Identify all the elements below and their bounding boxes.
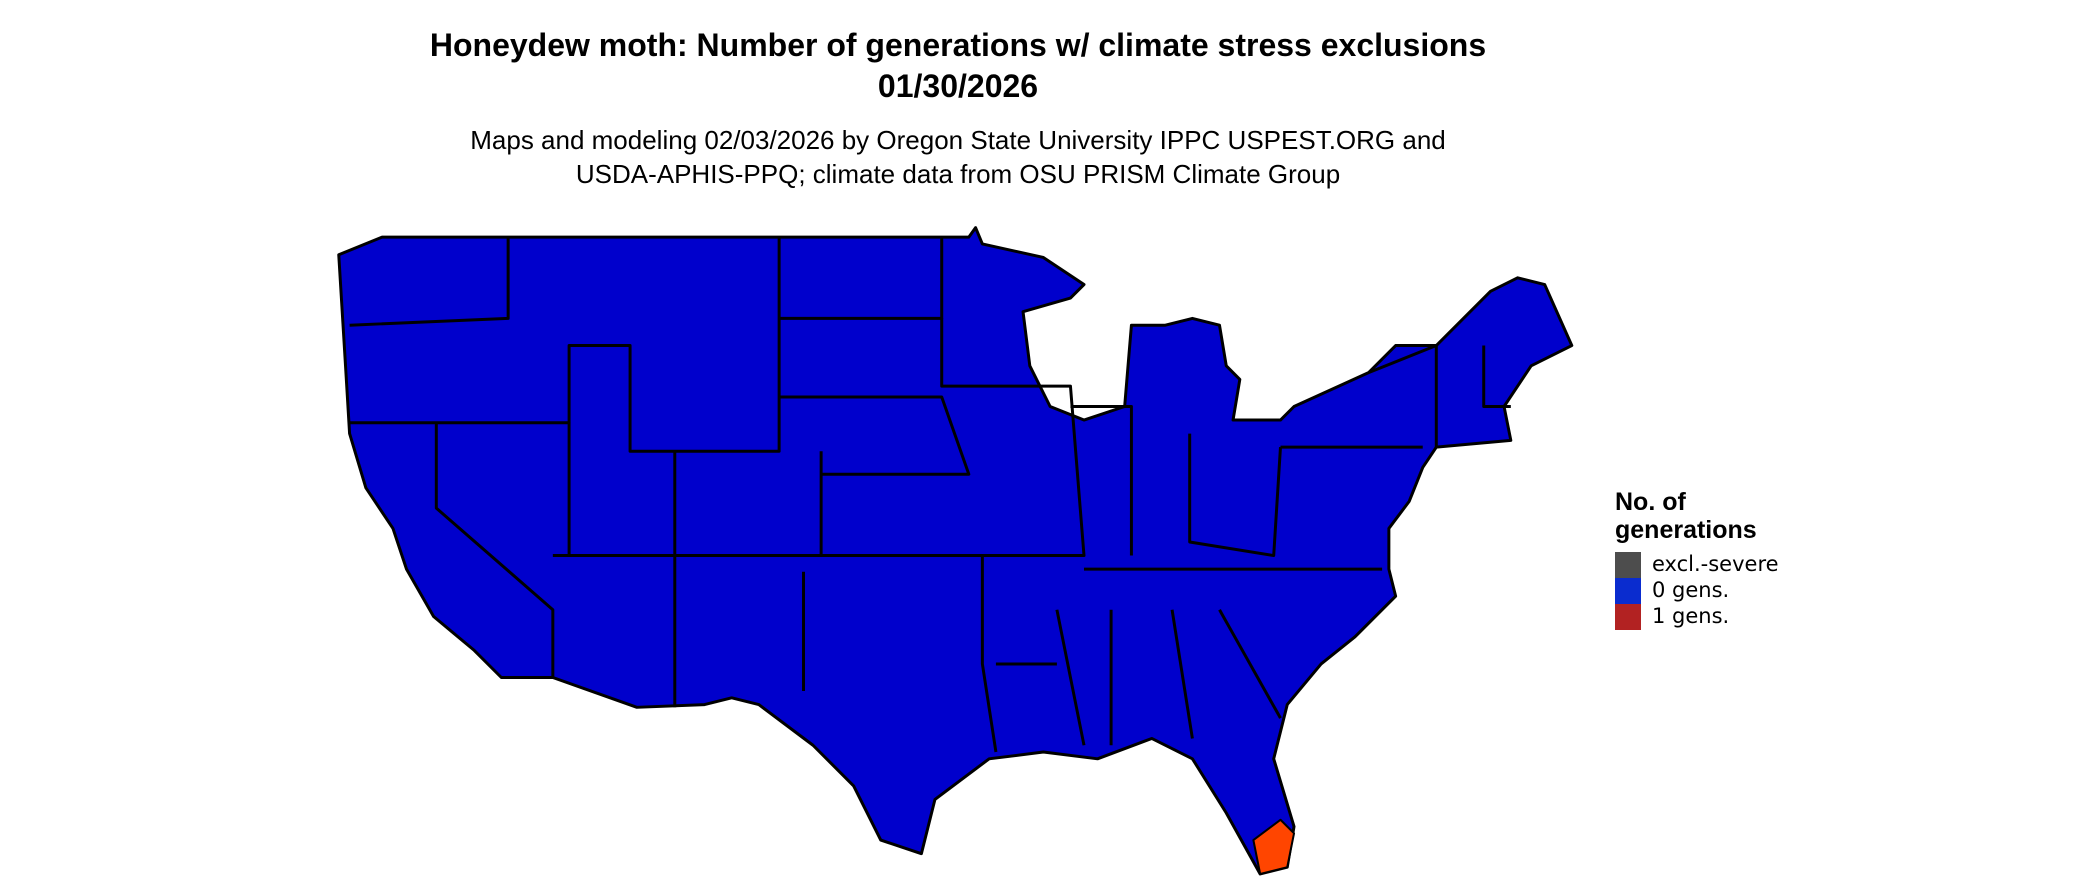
conus-region xyxy=(337,226,1574,876)
legend-swatch xyxy=(1615,552,1641,578)
legend-label: 1 gens. xyxy=(1652,604,1729,628)
one-gen-region xyxy=(1252,818,1296,875)
legend-swatch xyxy=(1615,578,1641,604)
legend-title: No. of xyxy=(1615,488,1686,516)
legend-label: excl.-severe xyxy=(1652,552,1779,576)
legend-label: 0 gens. xyxy=(1652,578,1729,602)
legend-title: generations xyxy=(1615,516,1757,544)
map-title: Honeydew moth: Number of generations w/ … xyxy=(430,27,1486,63)
map-date: 01/30/2026 xyxy=(878,68,1038,104)
map-subtitle: USDA-APHIS-PPQ; climate data from OSU PR… xyxy=(576,159,1340,189)
map-subtitle: Maps and modeling 02/03/2026 by Oregon S… xyxy=(470,125,1446,155)
legend-swatch xyxy=(1615,604,1641,630)
us-map xyxy=(337,226,1574,876)
state-borders xyxy=(349,237,1511,753)
